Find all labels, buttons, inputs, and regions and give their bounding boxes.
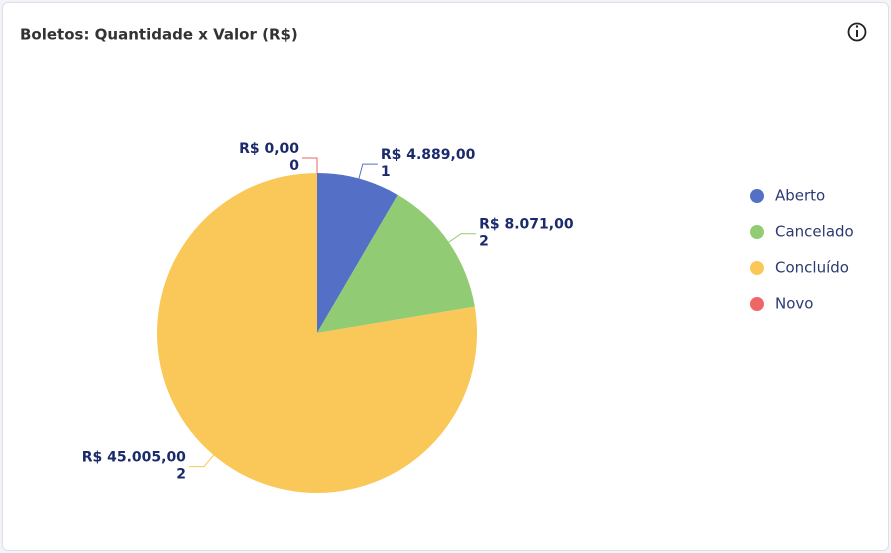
count-label: 0 (289, 158, 299, 174)
legend-marker (750, 261, 764, 275)
legend-label: Concluído (775, 259, 849, 277)
legend-marker (750, 297, 764, 311)
label-line (302, 157, 318, 173)
value-label: R$ 45.005,00 (82, 450, 186, 466)
legend-marker (750, 189, 764, 203)
count-label: 2 (479, 234, 489, 250)
count-label: 2 (176, 467, 186, 483)
value-label: R$ 4.889,00 (381, 147, 476, 163)
label-line (448, 233, 477, 243)
pie-slice (157, 173, 478, 494)
count-label: 1 (381, 164, 391, 180)
legend-marker (750, 225, 764, 239)
pie-slice (317, 173, 398, 333)
pie-slice (317, 194, 475, 333)
chart-title: Boletos: Quantidade x Valor (R$) (20, 26, 298, 44)
value-label: R$ 0,00 (239, 141, 299, 157)
value-label: R$ 8.071,00 (479, 217, 574, 233)
label-line (188, 454, 215, 468)
label-line (358, 163, 378, 179)
legend-label: Novo (775, 295, 813, 313)
legend-label: Aberto (775, 187, 825, 205)
info-icon[interactable] (847, 22, 867, 42)
legend-label: Cancelado (775, 223, 854, 241)
